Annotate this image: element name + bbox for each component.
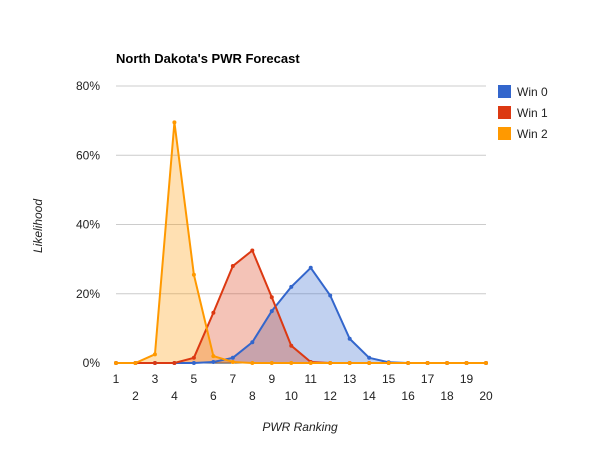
- data-point: [425, 361, 430, 365]
- data-point: [367, 355, 372, 360]
- x-tick-label: 4: [171, 389, 178, 403]
- legend-label: Win 0: [517, 85, 548, 99]
- data-point: [172, 120, 177, 125]
- y-tick-labels: 0% 20% 40% 60% 80%: [76, 79, 100, 370]
- series-lines: [116, 121, 486, 364]
- data-point: [114, 361, 118, 365]
- x-tick-label: 3: [152, 372, 159, 386]
- x-tick-label: 6: [210, 389, 217, 403]
- data-point: [230, 264, 235, 269]
- legend-swatch: [498, 106, 511, 119]
- x-tick-label: 16: [401, 389, 415, 403]
- data-point: [152, 352, 157, 357]
- y-axis-title: Likelihood: [31, 199, 45, 253]
- data-point: [289, 343, 294, 348]
- data-point: [250, 361, 255, 365]
- legend-label: Win 1: [517, 106, 548, 120]
- data-point: [269, 295, 274, 300]
- data-point: [191, 361, 196, 365]
- data-point: [484, 361, 488, 365]
- data-point: [269, 361, 274, 365]
- x-axis-title: PWR Ranking: [262, 420, 338, 434]
- data-point: [347, 336, 352, 341]
- data-point: [133, 361, 138, 365]
- x-tick-label: 12: [324, 389, 338, 403]
- area-win-0: [116, 267, 486, 363]
- legend-swatch: [498, 127, 511, 140]
- y-tick-label: 20%: [76, 287, 100, 301]
- legend-label: Win 2: [517, 127, 548, 141]
- data-point: [464, 361, 469, 365]
- data-point: [367, 361, 372, 365]
- x-tick-label: 17: [421, 372, 435, 386]
- x-tick-label: 2: [132, 389, 139, 403]
- x-tick-label: 18: [440, 389, 454, 403]
- y-tick-label: 40%: [76, 218, 100, 232]
- data-point: [191, 272, 196, 277]
- data-point: [328, 361, 333, 365]
- x-tick-label: 19: [460, 372, 474, 386]
- data-point: [230, 359, 235, 364]
- data-point: [211, 354, 216, 359]
- data-point: [289, 284, 294, 289]
- series-points: [114, 120, 488, 365]
- data-point: [269, 309, 274, 314]
- x-tick-label: 1: [113, 372, 120, 386]
- data-point: [211, 310, 216, 315]
- data-point: [386, 361, 391, 365]
- x-tick-label: 14: [362, 389, 376, 403]
- x-tick-label: 7: [229, 372, 236, 386]
- x-tick-label: 20: [479, 389, 493, 403]
- x-tick-label: 15: [382, 372, 396, 386]
- line-win-2: [116, 121, 486, 364]
- x-tick-label: 13: [343, 372, 357, 386]
- chart-title: North Dakota's PWR Forecast: [116, 51, 300, 66]
- data-point: [230, 355, 235, 360]
- data-point: [152, 361, 157, 365]
- data-point: [308, 265, 313, 270]
- x-tick-label: 8: [249, 389, 256, 403]
- y-tick-label: 60%: [76, 148, 100, 162]
- y-tick-label: 80%: [76, 79, 100, 93]
- x-tick-label: 5: [191, 372, 198, 386]
- data-point: [347, 361, 352, 365]
- data-point: [308, 361, 313, 365]
- data-point: [406, 361, 411, 365]
- data-point: [250, 248, 255, 253]
- data-point: [172, 361, 177, 365]
- data-point: [328, 293, 333, 298]
- data-point: [191, 355, 196, 360]
- x-tick-label: 10: [285, 389, 299, 403]
- data-point: [250, 340, 255, 345]
- data-point: [211, 359, 216, 364]
- x-tick-label: 9: [268, 372, 275, 386]
- x-tick-label: 11: [305, 372, 318, 386]
- legend: Win 0 Win 1 Win 2: [498, 85, 548, 141]
- y-tick-label: 0%: [83, 356, 101, 370]
- legend-swatch: [498, 85, 511, 98]
- data-point: [445, 361, 450, 365]
- data-point: [289, 361, 294, 365]
